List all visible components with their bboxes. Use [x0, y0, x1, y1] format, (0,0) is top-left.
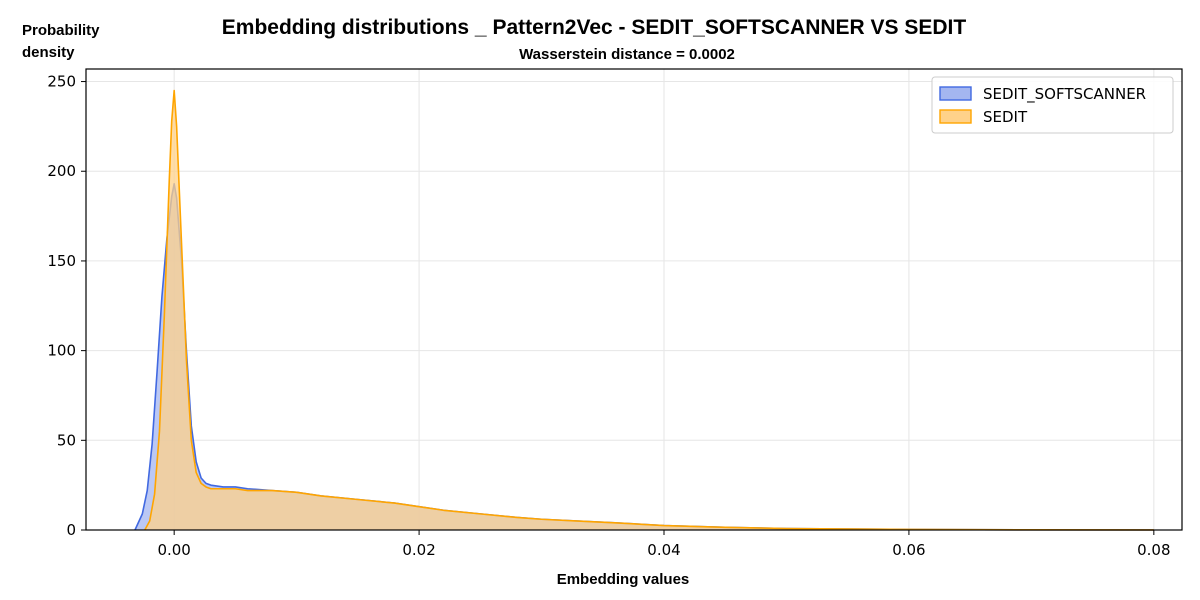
x-tick-label: 0.04: [647, 541, 680, 559]
y-tick-label: 50: [57, 431, 76, 449]
series-line-1: [134, 183, 1154, 531]
x-tick-label: 0.08: [1137, 541, 1170, 559]
x-tick-label: 0.00: [157, 541, 190, 559]
series-area-1: [134, 183, 1154, 531]
legend-swatch-1: [939, 86, 972, 101]
legend: SEDIT_SOFTSCANNER SEDIT: [931, 76, 1174, 134]
series-line-2: [144, 89, 1154, 531]
legend-frame: [931, 76, 1174, 134]
y-tick-label: 0: [66, 521, 76, 539]
chart-subtitle: Wasserstein distance = 0.0002: [519, 46, 735, 63]
x-tick-label: 0.06: [892, 541, 925, 559]
legend-label-1: SEDIT_SOFTSCANNER: [983, 85, 1146, 104]
y-tick-label: 150: [47, 252, 76, 270]
plot-frame: [85, 68, 1183, 531]
y-tick-label: 100: [47, 342, 76, 360]
series-layer: [134, 89, 1154, 531]
y-axis-label-line1: Probability: [22, 22, 100, 39]
x-axis: 0.00 0.02 0.04 0.06 0.08: [157, 530, 1171, 559]
x-tick-label: 0.02: [402, 541, 435, 559]
chart-title: Embedding distributions _ Pattern2Vec - …: [222, 16, 967, 39]
y-axis-label-line2: density: [22, 44, 75, 61]
legend-swatch-2: [939, 109, 972, 124]
series-area-2: [144, 90, 1154, 530]
y-axis: 0 50 100 150 200 250: [47, 73, 86, 539]
y-tick-label: 250: [47, 73, 76, 91]
y-tick-label: 200: [47, 162, 76, 180]
legend-label-2: SEDIT: [983, 108, 1028, 126]
grid: [86, 69, 1182, 531]
x-axis-label: Embedding values: [557, 571, 690, 588]
